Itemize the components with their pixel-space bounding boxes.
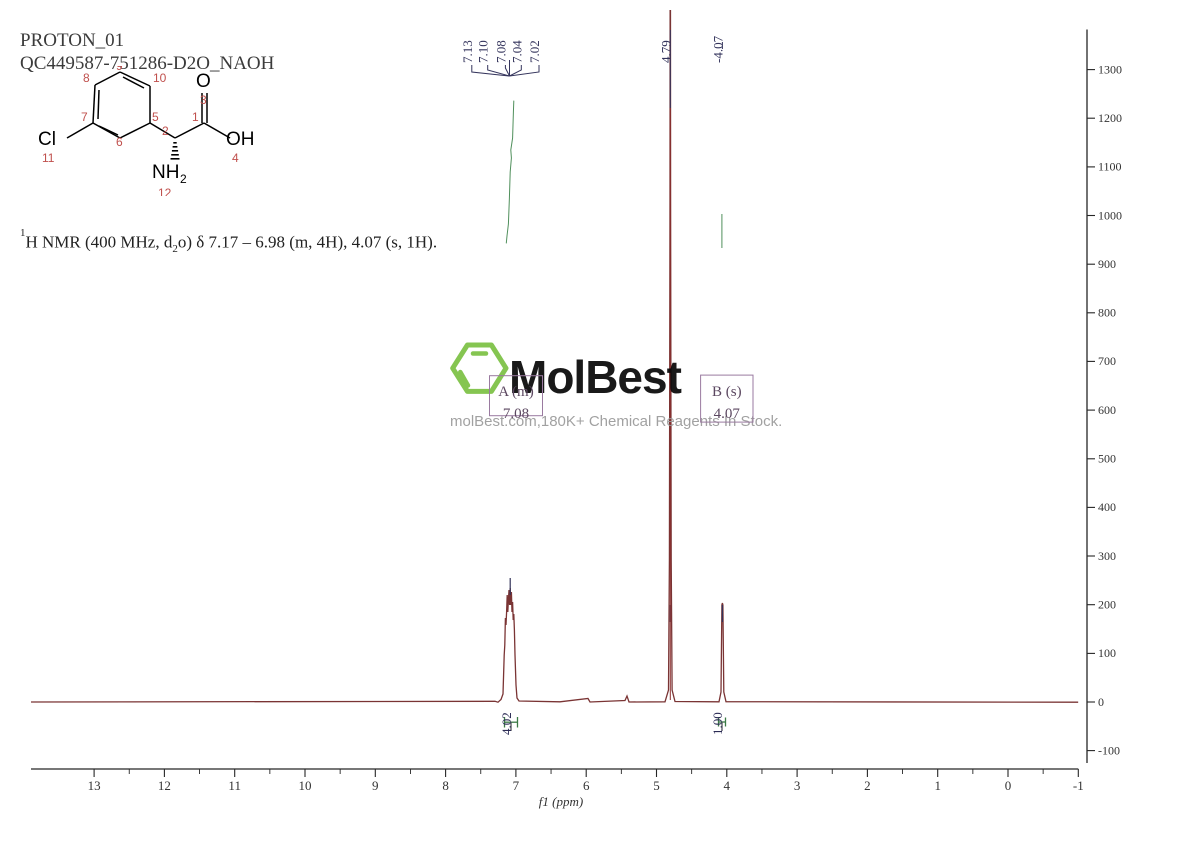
svg-text:4.07: 4.07	[714, 406, 741, 422]
svg-text:7.08: 7.08	[503, 406, 529, 422]
svg-text:A (m): A (m)	[498, 384, 533, 400]
svg-text:B (s): B (s)	[712, 384, 742, 400]
